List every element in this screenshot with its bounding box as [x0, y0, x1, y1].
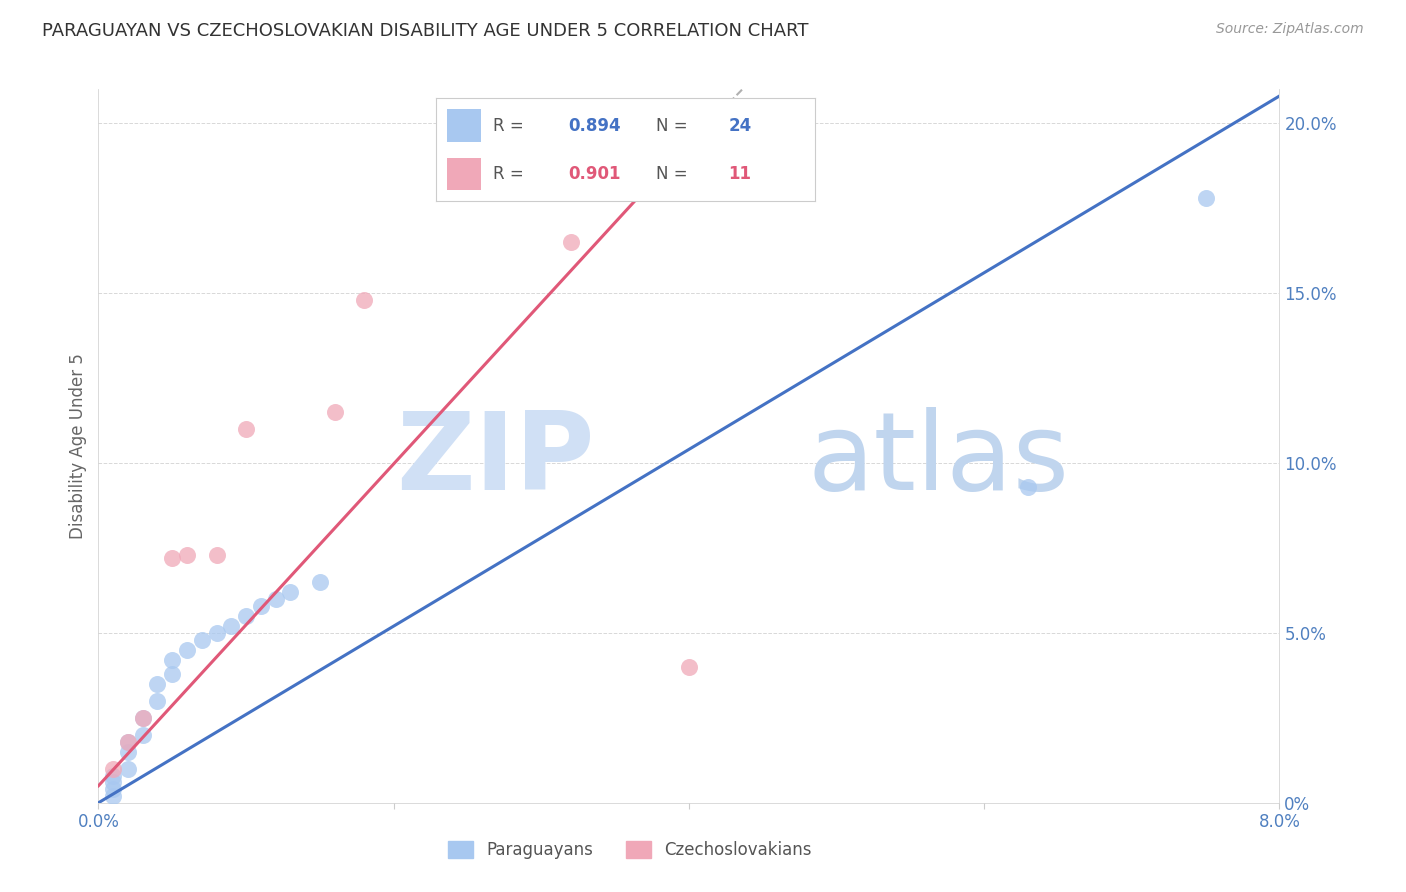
Point	[103, 762, 125, 776]
Text: R =: R =	[494, 165, 523, 183]
Bar	[447, 110, 481, 142]
Text: R =: R =	[494, 117, 523, 135]
Point	[221, 619, 243, 633]
Point	[250, 599, 273, 613]
Bar	[447, 158, 481, 190]
Point	[117, 745, 139, 759]
Text: atlas: atlas	[807, 408, 1069, 513]
Point	[117, 734, 139, 748]
Point	[176, 548, 198, 562]
Point	[162, 666, 183, 681]
Point	[103, 782, 125, 797]
Point	[1195, 191, 1218, 205]
Point	[103, 775, 125, 789]
Text: Source: ZipAtlas.com: Source: ZipAtlas.com	[1216, 22, 1364, 37]
Legend: Paraguayans, Czechoslovakians: Paraguayans, Czechoslovakians	[441, 834, 818, 866]
Point	[1018, 480, 1040, 494]
Point	[678, 660, 700, 674]
Point	[103, 769, 125, 783]
Point	[132, 728, 155, 742]
Point	[146, 677, 169, 691]
Point	[117, 762, 139, 776]
Point	[235, 608, 257, 623]
Point	[176, 643, 198, 657]
Point	[103, 789, 125, 803]
Point	[191, 632, 214, 647]
Point	[309, 574, 332, 589]
Point	[264, 591, 287, 606]
Y-axis label: Disability Age Under 5: Disability Age Under 5	[69, 353, 87, 539]
Point	[205, 548, 228, 562]
Text: 11: 11	[728, 165, 751, 183]
Text: 0.901: 0.901	[569, 165, 621, 183]
Point	[235, 422, 257, 436]
Text: 24: 24	[728, 117, 751, 135]
Point	[117, 734, 139, 748]
Point	[146, 694, 169, 708]
Point	[132, 711, 155, 725]
Point	[162, 653, 183, 667]
Point	[162, 551, 183, 566]
Text: 0.894: 0.894	[569, 117, 621, 135]
Point	[280, 585, 302, 599]
Text: PARAGUAYAN VS CZECHOSLOVAKIAN DISABILITY AGE UNDER 5 CORRELATION CHART: PARAGUAYAN VS CZECHOSLOVAKIAN DISABILITY…	[42, 22, 808, 40]
Text: N =: N =	[657, 117, 688, 135]
Point	[353, 293, 375, 307]
Text: N =: N =	[657, 165, 688, 183]
Point	[560, 235, 582, 249]
Text: ZIP: ZIP	[396, 408, 595, 513]
Point	[132, 711, 155, 725]
Point	[205, 626, 228, 640]
Point	[323, 405, 346, 419]
